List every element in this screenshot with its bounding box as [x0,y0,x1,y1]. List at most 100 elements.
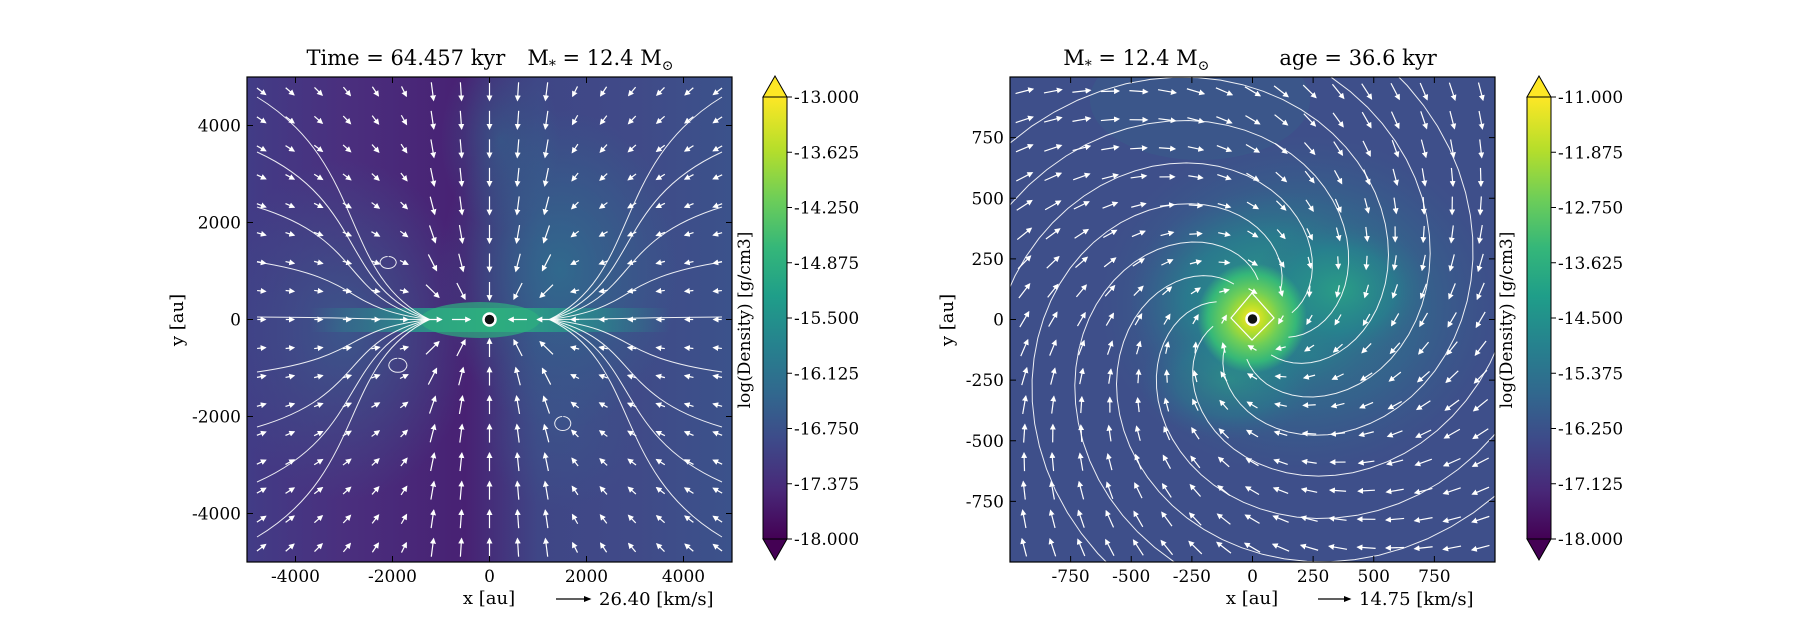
velocity-vector [1356,544,1376,551]
left-vector-key: 26.40 [km/s] [556,589,714,610]
streamline [256,319,430,428]
velocity-vector [655,430,666,437]
velocity-vector [1419,312,1429,328]
velocity-vector [683,287,694,294]
velocity-vector [1245,115,1261,125]
velocity-vector [458,480,465,500]
velocity-vector [1049,480,1056,500]
velocity-vector [257,287,267,294]
velocity-vector [1050,395,1057,414]
velocity-vector [543,537,550,557]
velocity-vector [1163,313,1171,325]
streamline [1192,143,1495,477]
velocity-vector [1158,145,1177,152]
velocity-vector [1442,516,1462,524]
velocity-vector [399,345,410,352]
velocity-vector [712,174,723,180]
streamline [549,319,723,483]
velocity-vector [599,514,608,524]
velocity-vector [1449,167,1456,188]
velocity-vector [1072,172,1091,181]
velocity-vector [514,110,521,130]
left-panel: Time = 64.457 kyr M* = 12.4 M⊙ -4000 -2000… [167,46,859,610]
right-y-ticks: 750 500 250 0 -250 -500 -750 [966,129,1495,512]
velocity-vector [1048,311,1058,327]
velocity-vector [1391,255,1398,271]
velocity-vector [458,423,465,443]
velocity-vector [1330,402,1345,409]
velocity-vector [342,173,352,181]
velocity-vector [256,543,267,552]
velocity-vector [285,116,295,124]
velocity-vector [1386,430,1403,438]
velocity-vector [1470,544,1490,552]
velocity-vector [458,537,465,557]
velocity-vector [1102,229,1118,239]
velocity-vector [256,116,267,124]
velocity-vector [456,282,466,301]
velocity-vector [1077,509,1085,528]
velocity-vector [1244,86,1262,97]
velocity-vector [371,430,381,437]
velocity-vector [598,259,608,266]
velocity-vector [543,82,550,102]
velocity-vector [342,86,352,97]
left-streamlines [256,96,723,538]
velocity-vector [285,287,296,294]
velocity-vector [1044,144,1063,152]
velocity-vector [1015,115,1034,124]
velocity-vector [256,373,267,380]
streamline [256,261,430,320]
velocity-vector [1072,116,1092,123]
velocity-vector [570,401,580,409]
velocity-vector [430,139,437,159]
colorbar-tick-label: -11.000 [1558,88,1623,108]
velocity-vector [1134,425,1141,441]
velocity-vector [1133,285,1144,297]
velocity-vector [655,514,666,524]
velocity-vector [285,515,295,523]
velocity-vector [541,254,552,272]
velocity-vector [1416,370,1430,383]
velocity-vector [1301,430,1317,437]
right-colorbar-label: log(Density) [g/cm3] [1497,232,1517,409]
velocity-vector [1157,89,1177,95]
left-xlabel: x [au] [463,588,515,609]
velocity-vector [430,110,437,130]
velocity-vector [514,253,521,273]
streamline [256,319,430,373]
velocity-vector [1215,87,1234,96]
velocity-vector [425,340,440,355]
x-tick-label: -750 [1052,567,1090,587]
velocity-vector [371,514,380,524]
velocity-vector [1243,542,1261,553]
velocity-vector [1274,373,1287,380]
velocity-vector [371,402,381,408]
streamline [256,316,430,320]
velocity-vector [342,514,352,524]
velocity-vector [256,515,267,523]
streamline [1010,77,1390,364]
colorbar-tick-label: -13.625 [794,143,859,163]
velocity-vector [342,144,352,153]
velocity-vector [1161,482,1172,498]
velocity-vector [627,486,637,495]
velocity-vector [1444,399,1460,411]
velocity-vector [655,486,666,495]
velocity-vector [285,145,296,152]
velocity-vector [1015,143,1034,153]
velocity-vector [1363,226,1370,243]
velocity-vector [514,82,521,102]
velocity-vector [1273,458,1288,466]
velocity-vector [1246,172,1260,182]
streamline [256,151,430,320]
velocity-vector [371,259,381,266]
velocity-vector [1389,342,1401,355]
velocity-vector [683,402,694,409]
velocity-vector [313,373,324,380]
velocity-vector [599,542,608,553]
velocity-vector [599,457,608,466]
streamline [1010,162,1313,496]
velocity-vector [712,402,723,409]
velocity-vector [542,395,551,414]
